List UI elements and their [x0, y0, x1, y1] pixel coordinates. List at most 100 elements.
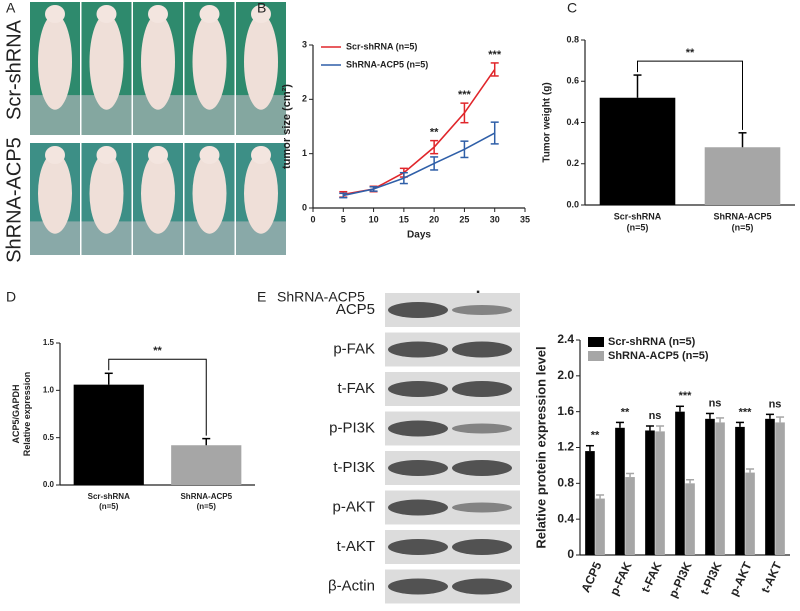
- mouse-head: [199, 5, 220, 23]
- y-axis-label: Relative protein expression level: [533, 346, 548, 548]
- y-tick-label: 0.8: [566, 34, 579, 44]
- legend-label: ShRNA-ACP5 (n=5): [346, 59, 428, 69]
- y-axis-label: tumor size (cm²): [281, 84, 293, 169]
- y-tick-label: 0.4: [557, 511, 574, 525]
- significance-label: **: [430, 127, 439, 139]
- mouse-body: [192, 153, 227, 234]
- bar: [645, 430, 655, 555]
- blot-band: [452, 341, 512, 358]
- bar: [585, 451, 595, 555]
- mouse-head: [251, 5, 271, 23]
- mouse-body: [244, 13, 278, 110]
- row-label: Scr-shRNA: [3, 19, 25, 120]
- bar: [625, 477, 635, 555]
- mouse-head: [96, 146, 117, 164]
- significance-label: ns: [709, 397, 722, 409]
- x-tick-label: 35: [520, 214, 530, 224]
- treatment-label: ShRNA-ACP5: [277, 289, 365, 305]
- significance-label: **: [621, 406, 630, 418]
- mouse-body: [89, 153, 124, 234]
- y-tick-label: 0.0: [43, 480, 55, 489]
- significance-label: ns: [649, 410, 662, 422]
- y-tick-label: 0.4: [566, 117, 579, 127]
- y-tick-label: 0.5: [43, 433, 55, 442]
- blot-band: [452, 423, 512, 434]
- blot-band: [388, 460, 448, 476]
- blot-band: [452, 578, 512, 595]
- protein-label: p-PI3K: [329, 419, 375, 436]
- x-tick-label: 20: [429, 214, 439, 224]
- x-tick-label: 10: [369, 214, 379, 224]
- bar: [615, 427, 625, 555]
- blot-band: [388, 499, 448, 516]
- y-tick-label: 1.6: [557, 404, 574, 418]
- mouse-head: [148, 146, 168, 164]
- mouse-body: [192, 13, 227, 110]
- significance-bracket: [108, 358, 207, 436]
- mouse-body: [141, 153, 175, 234]
- blot-band: [388, 341, 448, 358]
- mouse-body: [38, 13, 72, 110]
- x-tick-label: ShRNA-ACP5: [713, 211, 771, 221]
- bar: [775, 422, 785, 555]
- y-tick-label: 0.2: [566, 158, 579, 168]
- y-tick-label: 2: [302, 94, 307, 104]
- bar: [765, 418, 775, 555]
- blot-band: [388, 539, 448, 555]
- significance-label: ***: [739, 406, 753, 418]
- mouse-head: [45, 5, 65, 23]
- legend-label: Scr-shRNA (n=5): [346, 41, 417, 51]
- blot-band: [452, 502, 512, 513]
- bar: [715, 422, 725, 555]
- legend-label: Scr-shRNA (n=5): [608, 336, 696, 348]
- significance-label: **: [591, 430, 600, 442]
- x-tick-label: t-AKT: [758, 559, 785, 595]
- significance-bracket: [637, 60, 743, 130]
- y-tick-label: 2.0: [557, 368, 574, 382]
- panel-label: D: [6, 289, 16, 305]
- y-tick-label: 1.5: [43, 338, 55, 347]
- legend-swatch: [588, 351, 604, 361]
- photo-panel: A Scr-shRNA ShRNA-ACP5: [3, 0, 286, 263]
- x-axis-label: Days: [407, 230, 431, 241]
- significance-label: ***: [458, 89, 472, 101]
- x-tick-label: (n=5): [732, 222, 754, 232]
- bar: [745, 472, 755, 555]
- x-tick-label: ACP5: [578, 559, 604, 594]
- x-tick-label: (n=5): [197, 502, 217, 511]
- legend-swatch: [588, 337, 604, 347]
- mouse-head: [251, 146, 271, 164]
- x-tick-label: p-PI3K: [666, 559, 695, 600]
- bar: [675, 411, 685, 555]
- x-tick-label: 5: [341, 214, 346, 224]
- x-tick-label: 30: [490, 214, 500, 224]
- y-tick-label: 1: [302, 148, 307, 158]
- y-tick-label: 2.4: [557, 332, 574, 346]
- legend-label: ShRNA-ACP5 (n=5): [608, 350, 709, 362]
- significance-label: **: [153, 345, 162, 357]
- y-tick-label: 1.2: [557, 440, 574, 454]
- panel-label: A: [6, 0, 16, 16]
- bar: [685, 483, 695, 555]
- x-tick-label: t-PI3K: [697, 559, 724, 597]
- photos: [30, 2, 286, 255]
- y-tick-label: 1.0: [43, 385, 55, 394]
- y-tick-label: 0.6: [566, 76, 579, 86]
- blot-band: [452, 460, 512, 476]
- x-tick-label: (n=5): [627, 222, 649, 232]
- blot-band: [452, 305, 512, 315]
- mouse-head: [148, 5, 168, 23]
- significance-label: ***: [488, 49, 502, 61]
- bar: [73, 384, 144, 485]
- blot-band: [388, 578, 448, 595]
- x-tick-label: 0: [310, 214, 315, 224]
- blot-band: [388, 420, 448, 437]
- mouse-body: [141, 13, 175, 110]
- blot-band: [452, 381, 512, 397]
- blot-band: [388, 381, 448, 397]
- y-tick-label: 0: [302, 202, 307, 212]
- bar: [599, 97, 676, 205]
- bar: [735, 426, 745, 555]
